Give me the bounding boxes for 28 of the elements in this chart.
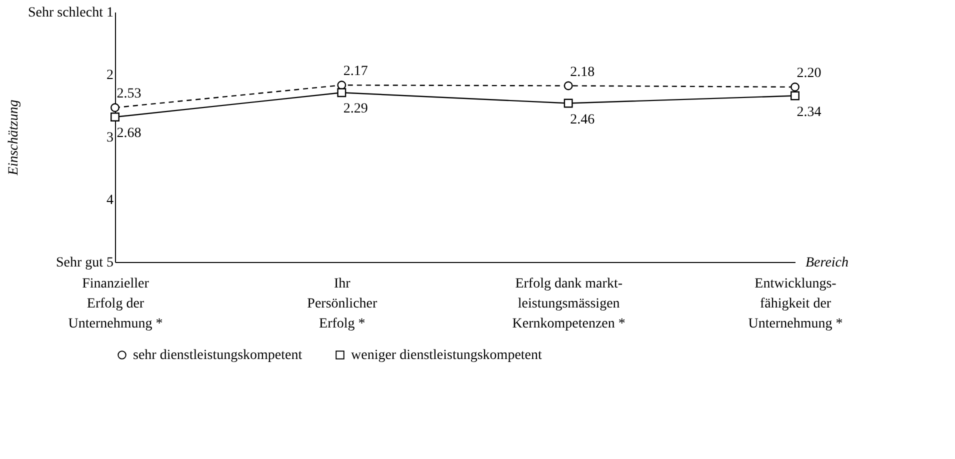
y-tick-label: Sehr gut 5 [56,256,114,270]
point [790,91,800,100]
x-tick-label: Erfolg dank markt- leistungsmässigen Kernkompetenzen * [512,276,626,332]
y-tick-label: Sehr schlecht 1 [28,6,114,20]
data-label: 2.17 [343,64,368,80]
x-axis-title: Bereich [806,256,849,270]
point [110,103,120,112]
legend-label: weniger dienstleistungskompetent [351,348,542,363]
y-tick-label: 3 [106,130,114,146]
data-label: 2.20 [796,66,822,81]
point [564,81,573,90]
y-tick-label: 2 [106,68,114,83]
data-label: 2.68 [116,126,142,141]
data-label: 2.18 [570,64,595,80]
data-label: 2.46 [570,112,595,128]
point [564,98,573,108]
data-label: 2.34 [796,104,822,120]
point [790,82,800,92]
data-label: 2.29 [343,102,368,117]
x-tick-label: Finanzieller Erfolg der Unternehmung * [68,276,163,332]
data-label: 2.53 [116,86,142,102]
y-tick-label: 4 [106,193,114,208]
x-tick-label: Entwicklungs- fähigkeit der Unternehmung * [748,276,843,332]
x-tick-label: Ihr Persönlicher Erfolg * [307,276,378,332]
point [337,88,346,98]
y-axis-title: Einschätzung [6,100,22,176]
legend-label: sehr dienstleistungskompetent [133,348,302,363]
point [110,112,120,122]
